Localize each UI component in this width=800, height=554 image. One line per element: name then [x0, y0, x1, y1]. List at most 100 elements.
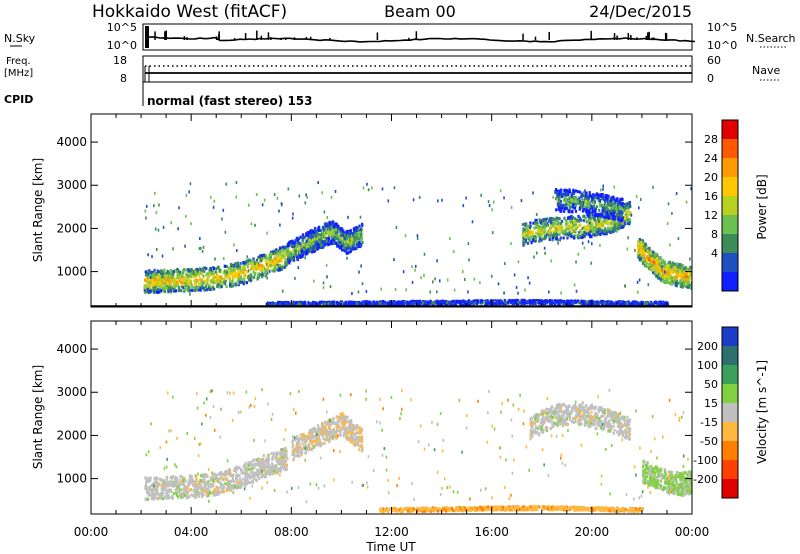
- range-cell-sparse: [577, 252, 580, 256]
- range-cell: [292, 255, 296, 259]
- range-cell: [422, 302, 425, 306]
- range-cell: [484, 302, 487, 306]
- range-cell: [524, 224, 527, 228]
- range-cell: [338, 301, 341, 305]
- range-cell: [352, 236, 355, 240]
- range-cell-sparse: [250, 222, 253, 226]
- range-cell: [220, 277, 223, 281]
- range-cell: [608, 202, 612, 206]
- range-cell: [608, 216, 611, 220]
- range-cell: [156, 290, 159, 294]
- range-cell: [341, 233, 345, 237]
- range-cell: [338, 303, 341, 307]
- noise-spike: [590, 30, 592, 40]
- range-cell: [197, 285, 200, 289]
- range-cell-sparse: [199, 237, 201, 241]
- range-cell: [594, 226, 597, 230]
- range-cell: [158, 281, 161, 285]
- range-cell: [546, 221, 549, 225]
- range-cell: [207, 279, 210, 283]
- range-cell: [530, 235, 533, 239]
- range-cell: [612, 227, 615, 231]
- range-cell: [273, 267, 276, 271]
- range-cell: [543, 225, 546, 229]
- range-cell: [249, 259, 253, 263]
- range-cell: [568, 195, 571, 199]
- range-cell: [580, 234, 583, 238]
- range-cell: [558, 205, 561, 209]
- range-cell: [336, 242, 339, 246]
- range-cell: [563, 230, 566, 234]
- range-cell: [596, 300, 599, 304]
- range-cell: [667, 261, 670, 265]
- range-cell: [286, 301, 290, 305]
- range-cell: [283, 246, 286, 250]
- range-cell: [527, 228, 531, 232]
- range-cell: [145, 487, 148, 491]
- range-cell: [239, 270, 242, 274]
- range-cell: [568, 197, 571, 201]
- range-cell: [233, 272, 236, 276]
- range-cell-sparse: [573, 283, 576, 287]
- range-cell: [208, 271, 211, 275]
- range-cell: [628, 201, 631, 205]
- range-cell: [168, 290, 171, 294]
- range-cell: [288, 254, 291, 258]
- range-cell: [668, 276, 671, 280]
- range-cell: [187, 282, 190, 286]
- range-cell: [301, 252, 304, 256]
- range-cell: [209, 272, 213, 276]
- range-cell: [457, 301, 460, 305]
- range-cell: [615, 197, 618, 201]
- range-cell-sparse: [255, 260, 258, 264]
- range-cell: [548, 226, 552, 230]
- range-cell: [181, 284, 184, 288]
- range-cell: [153, 290, 156, 294]
- range-cell: [650, 263, 653, 267]
- range-cell: [435, 300, 438, 304]
- range-cell: [556, 222, 559, 226]
- range-cell: [371, 302, 374, 306]
- range-cell: [591, 196, 594, 200]
- range-cell: [620, 202, 623, 206]
- range-cell-sparse: [583, 246, 586, 250]
- range-cell: [276, 257, 279, 261]
- range-cell: [674, 269, 677, 273]
- range-cell: [559, 301, 563, 305]
- range-cell: [297, 302, 300, 306]
- range-cell-sparse: [195, 286, 197, 290]
- range-cell: [668, 263, 671, 267]
- range-cell: [257, 267, 260, 271]
- range-cell: [552, 217, 556, 221]
- range-cell: [339, 227, 343, 231]
- range-cell: [304, 242, 307, 246]
- range-cell: [327, 236, 331, 240]
- range-cell: [225, 285, 228, 289]
- range-cell: [584, 192, 587, 196]
- range-cell: [251, 261, 254, 265]
- range-cell: [673, 262, 676, 266]
- range-cell: [294, 252, 297, 256]
- range-cell: [533, 235, 536, 239]
- range-cell-sparse: [199, 246, 202, 250]
- range-cell: [574, 220, 577, 224]
- range-cell: [680, 279, 683, 283]
- range-cell: [357, 302, 360, 306]
- range-cell: [641, 255, 644, 259]
- range-cell: [170, 270, 174, 274]
- range-cell-sparse: [323, 210, 326, 214]
- range-cell: [689, 271, 692, 275]
- range-cell: [569, 204, 572, 208]
- range-cell: [317, 247, 320, 251]
- range-cell: [343, 237, 346, 241]
- range-cell-sparse: [304, 201, 307, 205]
- range-cell: [605, 197, 608, 201]
- range-cell: [320, 233, 323, 237]
- range-cell: [570, 232, 573, 236]
- range-cell: [321, 225, 325, 229]
- range-cell: [644, 247, 647, 251]
- range-cell: [238, 273, 241, 277]
- range-cell: [522, 230, 525, 234]
- range-cell-sparse: [305, 193, 308, 197]
- range-cell: [482, 300, 486, 304]
